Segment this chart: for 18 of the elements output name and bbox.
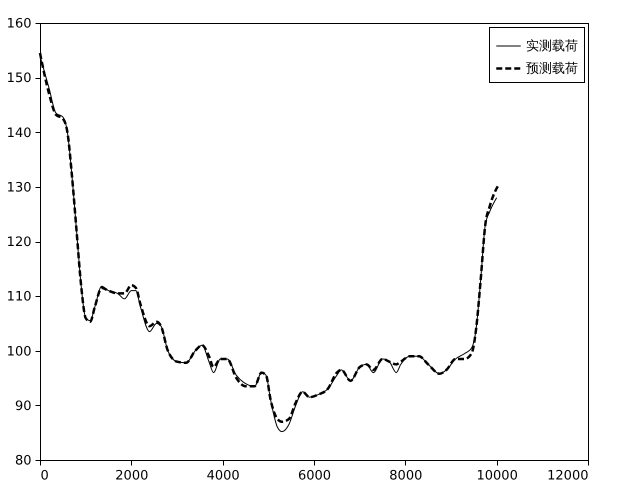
x-tick-label: 4000 xyxy=(206,468,240,484)
x-tick-label: 10000 xyxy=(476,468,518,484)
y-tick-label: 90 xyxy=(14,398,32,414)
x-tick-label: 6000 xyxy=(298,468,332,484)
x-tick-label: 12000 xyxy=(547,468,588,484)
x-tick-label: 2000 xyxy=(115,468,148,484)
legend-label: 实测载荷 xyxy=(526,39,578,54)
y-tick-label: 120 xyxy=(6,235,32,250)
y-tick-label: 130 xyxy=(6,180,32,196)
x-tick-label: 8000 xyxy=(389,468,422,484)
x-tick-label: 0 xyxy=(40,468,49,484)
y-tick-label: 80 xyxy=(14,454,32,468)
y-tick-label: 140 xyxy=(6,126,32,141)
y-tick-label: 150 xyxy=(6,71,32,86)
y-tick-label: 100 xyxy=(6,344,32,360)
y-tick-label: 160 xyxy=(6,16,32,32)
y-tick-label: 110 xyxy=(6,290,32,305)
legend-label: 预测载荷 xyxy=(526,62,578,76)
